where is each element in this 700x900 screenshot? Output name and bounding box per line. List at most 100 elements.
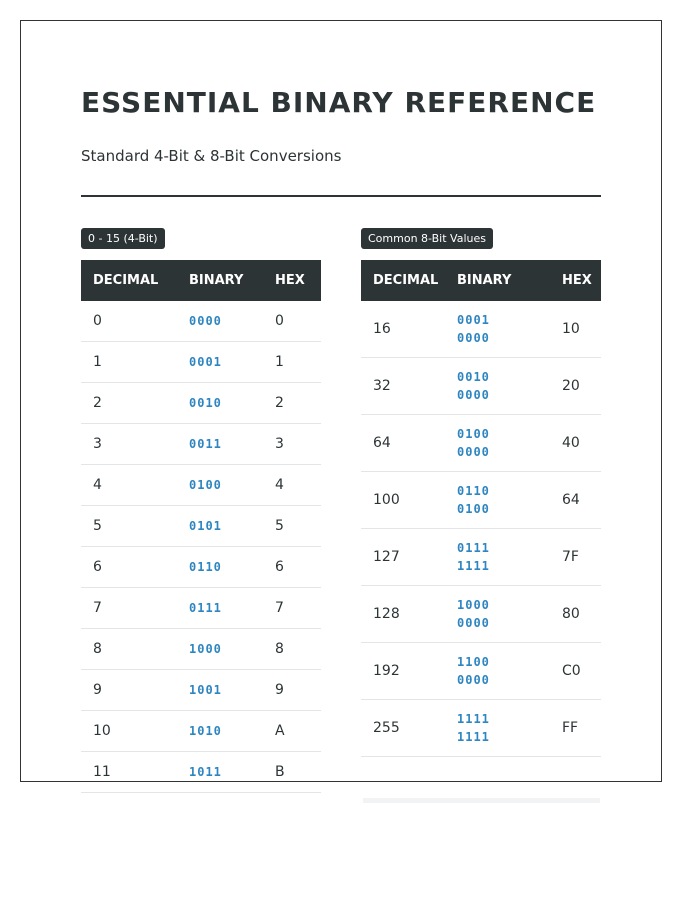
decimal-cell: 16 — [361, 301, 445, 358]
binary-value: 0110 — [189, 560, 222, 574]
binary-cell: 0111 — [177, 587, 263, 629]
subtitle: Standard 4-Bit & 8-Bit Conversions — [81, 147, 342, 165]
hex-cell: 7F — [550, 528, 601, 586]
hex-cell: 6 — [263, 546, 321, 588]
page-frame — [20, 20, 662, 782]
table-row: 5 0101 5 — [81, 505, 321, 547]
binary-value: 1000 — [189, 642, 222, 656]
header-row: DECIMAL BINARY HEX — [81, 260, 321, 301]
table-row: 6 0110 6 — [81, 546, 321, 588]
decimal-cell: 4 — [81, 464, 177, 506]
binary-value: 1111 1111 — [457, 712, 490, 744]
table-label: 0 - 15 (4-Bit) — [81, 228, 165, 249]
decimal-cell: 128 — [361, 585, 445, 643]
binary-value: 1010 — [189, 724, 222, 738]
binary-cell: 0010 0000 — [445, 357, 550, 415]
binary-value: 1100 0000 — [457, 655, 490, 687]
binary-cell: 0011 — [177, 423, 263, 465]
column-header: BINARY — [177, 260, 263, 301]
decimal-cell: 7 — [81, 587, 177, 629]
title: ESSENTIAL BINARY REFERENCE — [81, 86, 597, 119]
hex-cell: 10 — [550, 301, 601, 358]
header-row: DECIMAL BINARY HEX — [361, 260, 601, 301]
binary-cell: 0001 0000 — [445, 301, 550, 358]
hex-cell: 9 — [263, 669, 321, 711]
table-shadow — [363, 798, 600, 803]
binary-cell: 0110 — [177, 546, 263, 588]
hex-cell: 0 — [263, 301, 321, 342]
decimal-cell: 5 — [81, 505, 177, 547]
table-row: 32 0010 0000 20 — [361, 357, 601, 415]
hex-cell: 64 — [550, 471, 601, 529]
hex-cell: 8 — [263, 628, 321, 670]
decimal-cell: 0 — [81, 301, 177, 342]
binary-value: 0110 0100 — [457, 484, 490, 516]
table-row: 4 0100 4 — [81, 464, 321, 506]
binary-cell: 1011 — [177, 751, 263, 793]
binary-value: 0100 0000 — [457, 427, 490, 459]
decimal-cell: 6 — [81, 546, 177, 588]
hex-cell: FF — [550, 699, 601, 757]
binary-value: 1000 0000 — [457, 598, 490, 630]
binary-value: 0111 1111 — [457, 541, 490, 573]
table-row: 255 1111 1111 FF — [361, 699, 601, 757]
binary-cell: 1001 — [177, 669, 263, 711]
binary-cell: 0101 — [177, 505, 263, 547]
hex-cell: 7 — [263, 587, 321, 629]
decimal-cell: 2 — [81, 382, 177, 424]
decimal-cell: 3 — [81, 423, 177, 465]
table-4bit: DECIMAL BINARY HEX 0 0000 0 1 0001 1 2 0010 2 3 0011 3… — [81, 260, 321, 793]
binary-cell: 0001 — [177, 341, 263, 383]
binary-cell: 1000 — [177, 628, 263, 670]
hex-cell: 20 — [550, 357, 601, 415]
binary-value: 0001 — [189, 355, 222, 369]
table-row: 10 1010 A — [81, 710, 321, 752]
hex-cell: 4 — [263, 464, 321, 506]
table-row: 7 0111 7 — [81, 587, 321, 629]
table-row: 1 0001 1 — [81, 341, 321, 383]
table-row: 100 0110 0100 64 — [361, 471, 601, 529]
table-row: 16 0001 0000 10 — [361, 301, 601, 358]
decimal-cell: 11 — [81, 751, 177, 793]
hex-cell: A — [263, 710, 321, 752]
table-row: 11 1011 B — [81, 751, 321, 793]
column-header: HEX — [263, 260, 321, 301]
binary-value: 0000 — [189, 314, 222, 328]
binary-value: 0011 — [189, 437, 222, 451]
table-row: 3 0011 3 — [81, 423, 321, 465]
binary-cell: 1010 — [177, 710, 263, 752]
column-header: DECIMAL — [361, 260, 445, 301]
binary-cell: 0110 0100 — [445, 471, 550, 529]
binary-value: 1011 — [189, 765, 222, 779]
decimal-cell: 100 — [361, 471, 445, 529]
decimal-cell: 192 — [361, 642, 445, 700]
divider — [81, 195, 601, 197]
table-label: Common 8-Bit Values — [361, 228, 493, 249]
hex-cell: 40 — [550, 414, 601, 472]
binary-value: 0100 — [189, 478, 222, 492]
binary-cell: 0100 0000 — [445, 414, 550, 472]
decimal-cell: 10 — [81, 710, 177, 752]
hex-cell: 1 — [263, 341, 321, 383]
decimal-cell: 8 — [81, 628, 177, 670]
hex-cell: 3 — [263, 423, 321, 465]
column-header: DECIMAL — [81, 260, 177, 301]
hex-cell: B — [263, 751, 321, 793]
decimal-cell: 9 — [81, 669, 177, 711]
binary-cell: 1000 0000 — [445, 585, 550, 643]
table-row: 127 0111 1111 7F — [361, 528, 601, 586]
binary-cell: 1111 1111 — [445, 699, 550, 757]
hex-cell: 2 — [263, 382, 321, 424]
table-row: 192 1100 0000 C0 — [361, 642, 601, 700]
binary-cell: 1100 0000 — [445, 642, 550, 700]
hex-cell: C0 — [550, 642, 601, 700]
table-row: 9 1001 9 — [81, 669, 321, 711]
binary-value: 1001 — [189, 683, 222, 697]
decimal-cell: 32 — [361, 357, 445, 415]
binary-value: 0101 — [189, 519, 222, 533]
binary-value: 0111 — [189, 601, 222, 615]
hex-cell: 5 — [263, 505, 321, 547]
binary-cell: 0111 1111 — [445, 528, 550, 586]
column-header: BINARY — [445, 260, 550, 301]
